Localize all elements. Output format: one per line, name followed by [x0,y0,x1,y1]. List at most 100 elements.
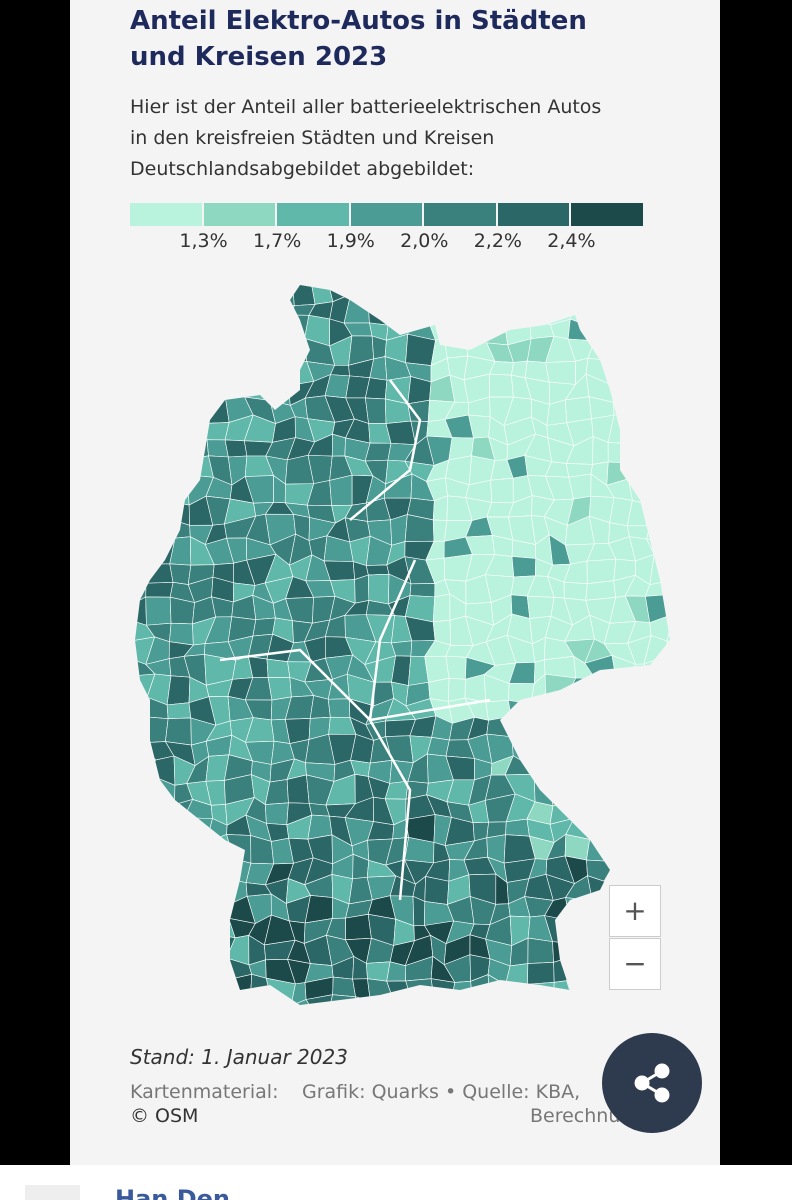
district [651,462,670,486]
district [143,433,177,464]
district [586,835,616,862]
district [553,980,572,999]
district [332,976,356,998]
district [327,698,351,718]
district [527,937,554,964]
legend-swatch [497,203,570,226]
district [151,918,175,941]
district [648,1002,670,1005]
district [566,957,596,983]
map[interactable] [70,0,720,1040]
district [503,299,532,322]
district [631,756,654,780]
district [527,285,546,304]
share-button[interactable] [602,1033,702,1133]
district [484,285,510,307]
district [450,998,473,1005]
district [231,338,254,358]
district [366,961,391,982]
district [648,333,670,364]
district [484,304,510,322]
subtitle-line: Hier ist der Anteil aller batterieelektr… [130,96,602,118]
district [672,395,689,416]
district [607,442,632,464]
district [649,695,670,722]
district [365,397,387,424]
district [646,514,670,542]
district [504,983,533,1005]
district [664,757,670,780]
district [530,695,553,719]
district [206,995,229,1005]
district [205,353,235,379]
district [267,677,292,701]
zoom-out[interactable]: − [609,938,661,990]
district [583,285,613,303]
district [171,917,192,947]
district [629,819,648,843]
district [388,996,412,1005]
district [386,298,413,326]
district [204,338,235,364]
district [585,778,611,806]
district [187,860,206,880]
district [625,413,654,445]
district [185,980,208,1005]
district [672,414,694,443]
district [649,553,670,586]
district [649,677,670,699]
district [669,977,670,1004]
district [648,756,670,780]
district [135,417,154,447]
district [224,973,253,1005]
district [163,395,193,421]
district [203,396,230,424]
district [309,695,331,719]
district [149,515,176,544]
district [331,433,346,457]
district [544,673,577,700]
district [205,978,231,1005]
district [510,714,534,739]
district [426,285,447,306]
district [650,359,670,386]
state-border [349,379,422,521]
district [173,814,193,843]
zoom-in[interactable]: + [609,885,661,937]
author[interactable]: Han Den [115,1185,231,1200]
district [147,395,172,421]
district [565,897,593,921]
district [664,814,670,846]
district [673,856,693,878]
district [266,285,295,306]
district [252,617,276,637]
district [544,759,575,785]
district [189,435,209,460]
district [155,877,176,903]
source-cont: Berechnu [530,1105,621,1127]
district [675,515,693,543]
district [226,295,254,318]
district [145,814,175,843]
district [135,494,150,518]
district [135,596,147,626]
district [553,957,569,983]
district [429,999,456,1005]
district [644,734,670,764]
district [504,994,536,1005]
district [610,285,634,305]
district [566,285,591,298]
district [135,433,145,464]
district [567,318,596,342]
district [135,297,156,325]
legend-label: 2,0% [400,230,449,252]
district [288,999,316,1005]
district [244,376,271,401]
district [665,640,670,657]
district [144,481,177,503]
district [135,833,149,865]
district [135,460,146,483]
district [329,474,353,506]
district [152,897,173,921]
district [135,897,157,921]
